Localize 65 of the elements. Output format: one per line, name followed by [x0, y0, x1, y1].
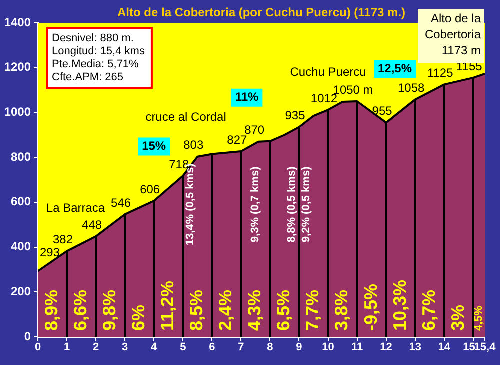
x-tick-label: 15 — [463, 342, 476, 354]
x-tick-label: 6 — [209, 342, 216, 354]
data-label: 382 — [53, 232, 74, 247]
x-tick-label: 13 — [409, 342, 422, 354]
x-tick-label: 14 — [438, 342, 452, 354]
annotation: 3% — [448, 304, 468, 331]
x-tick-label: 10 — [322, 342, 334, 354]
annotation: Desnivel: 880 m. — [52, 32, 134, 45]
y-tick-label: 0 — [24, 329, 32, 344]
annotation: 2,4% — [216, 290, 236, 331]
annotation: 6,7% — [418, 290, 439, 331]
annotation: cruce al Cordal — [146, 110, 226, 124]
annotation: 8,5% — [186, 290, 207, 331]
annotation: 12,5% — [378, 61, 412, 76]
annotation: 10,3% — [390, 280, 410, 332]
annotation: 8,9% — [41, 290, 62, 331]
y-tick-label: 1400 — [4, 15, 32, 30]
y-tick-label: 200 — [10, 284, 32, 298]
chart-title: Alto de la Cobertoria (por Cuchu Puercu) (1173 m.) — [117, 5, 406, 20]
y-tick-label: 1200 — [4, 60, 32, 74]
data-label: 546 — [111, 196, 132, 210]
x-tick-label: 15,4 — [474, 342, 497, 354]
annotation: 4,3% — [244, 290, 265, 331]
data-label: 1125 — [427, 66, 454, 80]
annotation: Pte.Media: 5,71% — [52, 58, 140, 71]
x-tick-label: 9 — [296, 342, 302, 354]
annotation: 9,3% (0,7 kms) — [250, 166, 262, 243]
annotation: 3,8% — [332, 290, 352, 331]
annotation: Cuchu Puercu — [290, 65, 366, 80]
annotation: Cfte.APM: 265 — [52, 72, 124, 84]
annotation: 7,7% — [302, 290, 323, 331]
x-tick-label: 3 — [122, 342, 128, 354]
annotation: 11% — [235, 90, 259, 104]
annotation: Longitud: 15,4 kms — [52, 46, 146, 58]
data-label: 293 — [40, 246, 60, 260]
y-tick-label: 600 — [10, 194, 32, 209]
annotation: 6,6% — [70, 290, 91, 331]
data-label: 935 — [285, 108, 306, 123]
x-tick-label: 1 — [64, 342, 70, 354]
x-tick-label: 8 — [267, 342, 274, 354]
data-label: 803 — [184, 138, 204, 152]
annotation: 4,5% — [473, 306, 486, 332]
y-tick-label: 400 — [10, 240, 32, 254]
annotation: 11,2% — [158, 280, 178, 331]
x-tick-label: 12 — [380, 342, 392, 354]
annotation: La Barraca — [46, 200, 106, 215]
annotation: -9,5% — [360, 284, 381, 332]
x-tick-label: 0 — [34, 342, 42, 354]
annotation: 9,2% (0,5 kms) — [300, 166, 313, 243]
x-tick-label: 4 — [151, 342, 158, 354]
x-tick-label: 11 — [351, 342, 364, 354]
data-label: 448 — [82, 218, 102, 232]
x-tick-label: 7 — [238, 342, 244, 354]
annotation: 6% — [128, 304, 149, 331]
x-tick-label: 2 — [92, 342, 100, 354]
data-label: 1058 — [398, 81, 426, 96]
data-label: 606 — [140, 182, 160, 196]
y-tick-label: 1000 — [4, 105, 32, 120]
annotation: 15% — [142, 139, 166, 154]
y-tick-label: 800 — [10, 150, 32, 164]
annotation: 6,5% — [274, 290, 294, 331]
x-tick-label: 5 — [180, 342, 186, 354]
annotation: Alto de la Cobertoria 1173 m — [424, 11, 482, 58]
annotation: 8,8% (0,5 kms) — [286, 166, 298, 243]
annotation: 9,8% — [100, 290, 120, 331]
